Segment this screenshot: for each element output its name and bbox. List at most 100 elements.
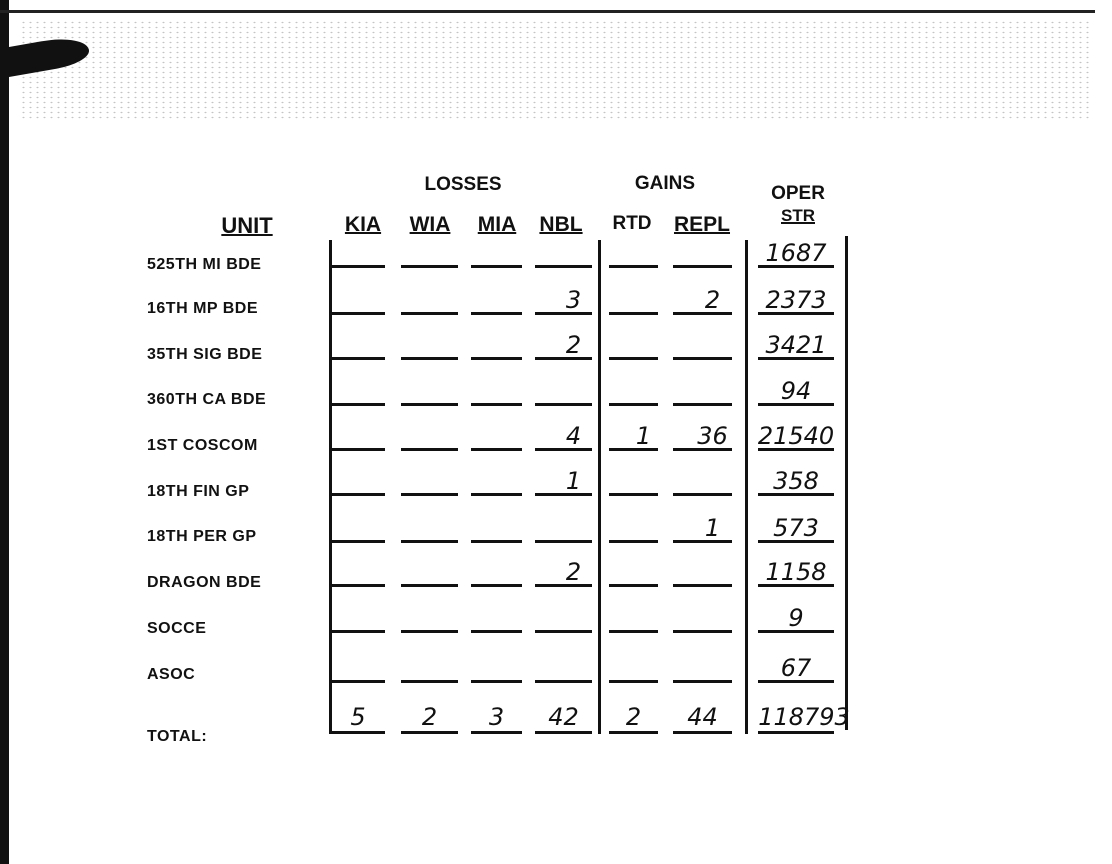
entry-line (401, 493, 458, 496)
cell-value: 94 (780, 377, 812, 405)
entry-line (673, 403, 732, 406)
entry-line (758, 265, 834, 268)
unit-label: 360TH CA BDE (147, 391, 267, 408)
entry-line (535, 403, 592, 406)
total-label: TOTAL: (147, 728, 208, 745)
entry-line (673, 312, 732, 315)
entry-line (331, 265, 385, 268)
entry-line (401, 680, 458, 683)
table-rule-right (845, 236, 848, 730)
scan-noise (20, 20, 1090, 120)
entry-line (609, 312, 658, 315)
cell-value: 4 (565, 422, 582, 450)
losses-header: LOSSES (424, 174, 502, 195)
entry-line (758, 448, 834, 451)
cell-value: 67 (780, 654, 812, 682)
entry-line (331, 493, 385, 496)
entry-line (609, 493, 658, 496)
unit-header: UNIT (221, 213, 273, 238)
entry-line (673, 265, 732, 268)
total-value: 118793 (758, 703, 850, 731)
entry-line (535, 448, 592, 451)
unit-label: SOCCE (147, 620, 207, 637)
entry-line (673, 357, 732, 360)
table-rule-left (329, 240, 332, 734)
entry-line (609, 357, 658, 360)
cell-value: 573 (773, 514, 819, 542)
entry-line (471, 584, 522, 587)
cell-value: 1158 (765, 558, 827, 586)
cell-value: 21540 (757, 422, 835, 450)
cell-value: 2 (565, 331, 582, 359)
total-line (535, 731, 592, 734)
entry-line (535, 540, 592, 543)
entry-line (471, 312, 522, 315)
entry-line (471, 265, 522, 268)
unit-label: 18TH PER GP (147, 528, 257, 545)
entry-line (535, 357, 592, 360)
cell-value: 1687 (765, 239, 827, 267)
unit-label: 18TH FIN GP (147, 483, 250, 500)
oper-header: OPER (771, 183, 825, 204)
total-line (673, 731, 732, 734)
cell-value: 2373 (765, 286, 827, 314)
entry-line (471, 493, 522, 496)
unit-label: ASOC (147, 666, 196, 683)
total-value: 3 (488, 703, 505, 731)
entry-line (331, 403, 385, 406)
entry-line (401, 403, 458, 406)
cell-value: 2 (565, 558, 582, 586)
cell-value: 1 (704, 514, 721, 542)
cell-value: 358 (773, 467, 819, 495)
entry-line (331, 357, 385, 360)
total-line (471, 731, 522, 734)
entry-line (673, 540, 732, 543)
total-line (401, 731, 458, 734)
str-header: STR (781, 206, 815, 225)
cell-value: 36 (697, 422, 728, 450)
rtd-header: RTD (612, 213, 652, 234)
kia-header: KIA (344, 213, 382, 236)
entry-line (535, 493, 592, 496)
mia-header: MIA (477, 213, 517, 236)
entry-line (401, 312, 458, 315)
entry-line (471, 540, 522, 543)
entry-line (758, 584, 834, 587)
cell-value: 9 (788, 604, 804, 632)
unit-label: 1ST COSCOM (147, 437, 258, 454)
gains-header: GAINS (634, 173, 696, 194)
unit-label: 525TH MI BDE (147, 256, 262, 273)
unit-label: DRAGON BDE (147, 574, 262, 591)
entry-line (609, 680, 658, 683)
total-value: 42 (548, 703, 579, 731)
entry-line (331, 584, 385, 587)
total-line (609, 731, 658, 734)
scan-edge (0, 0, 9, 864)
entry-line (673, 680, 732, 683)
table-rule-losses-gains (598, 240, 601, 734)
entry-line (401, 448, 458, 451)
total-line (758, 731, 834, 734)
scan-top-line (0, 10, 1095, 13)
entry-line (609, 540, 658, 543)
entry-line (673, 630, 732, 633)
entry-line (758, 403, 834, 406)
cell-value: 1 (635, 422, 652, 450)
entry-line (471, 403, 522, 406)
entry-line (673, 493, 732, 496)
entry-line (331, 312, 385, 315)
entry-line (673, 448, 732, 451)
entry-line (758, 540, 834, 543)
entry-line (331, 540, 385, 543)
entry-line (535, 312, 592, 315)
nbl-header: NBL (539, 213, 583, 236)
entry-line (609, 448, 658, 451)
entry-line (401, 584, 458, 587)
entry-line (609, 265, 658, 268)
entry-line (535, 680, 592, 683)
wia-header: WIA (409, 213, 451, 236)
cell-value: 2 (704, 286, 721, 314)
total-value: 44 (687, 703, 718, 731)
total-value: 2 (421, 703, 438, 731)
entry-line (535, 584, 592, 587)
